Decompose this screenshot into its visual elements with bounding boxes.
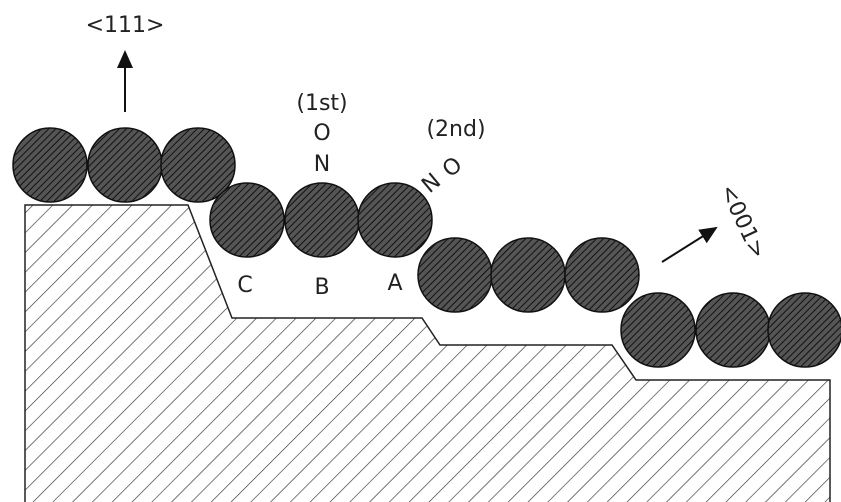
atom-label: N [314,152,330,177]
label: (1st) [296,91,347,116]
site-label: A [387,271,402,296]
diagram: <111> (1st) O N (2nd) N O C B A <001> [0,0,841,502]
direction-label: <111> [86,13,165,38]
site-label: B [314,275,329,300]
atom-label: O [313,121,330,146]
site-label: C [237,273,252,298]
arrow-001 [662,228,716,262]
label: (2nd) [426,117,485,142]
direction-label: <001> [714,181,770,263]
atom-label: O [438,152,467,182]
